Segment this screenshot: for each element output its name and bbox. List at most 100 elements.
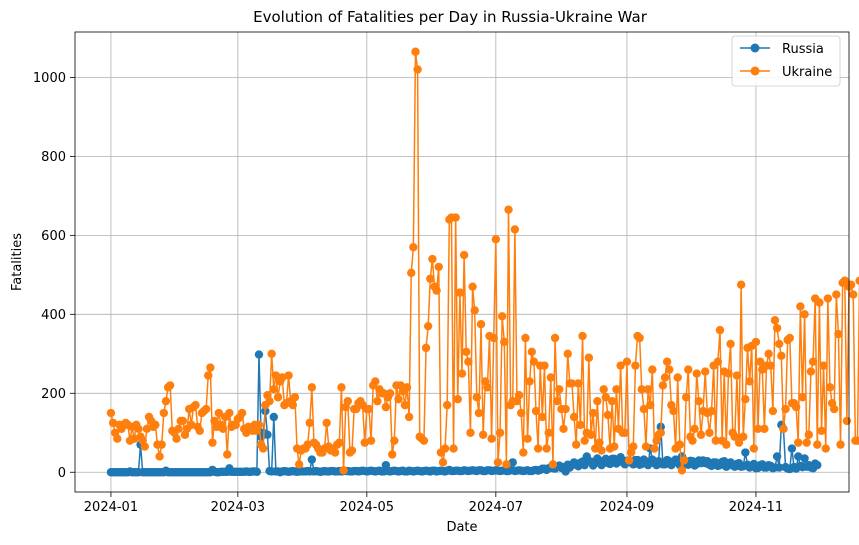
data-point-ukraine: [766, 361, 775, 370]
data-point-ukraine: [796, 302, 805, 311]
data-point-ukraine: [339, 466, 348, 475]
data-point-ukraine: [726, 339, 735, 349]
data-point-ukraine: [669, 406, 678, 416]
x-tick-label: 2024-03: [211, 500, 265, 515]
data-point-ukraine: [817, 426, 826, 435]
data-point-ukraine: [223, 450, 232, 459]
data-point-ukraine: [603, 410, 613, 420]
x-ticks: 2024-01 2024-03 2024-05 2024-07 2024-09 2024-…: [84, 492, 783, 515]
data-point-ukraine: [130, 434, 139, 443]
data-point-ukraine: [533, 444, 543, 453]
data-point-ukraine: [428, 254, 437, 264]
data-point-ukraine: [495, 428, 505, 437]
data-point-ukraine: [404, 412, 414, 422]
data-point-ukraine: [366, 436, 376, 445]
x-tick-label: 2024-01: [84, 500, 138, 515]
data-point-ukraine: [713, 357, 723, 366]
data-point-ukraine: [161, 396, 171, 406]
data-point-ukraine: [840, 276, 849, 285]
data-point-ukraine: [165, 381, 175, 390]
data-point-ukraine: [546, 373, 556, 382]
data-point-ukraine: [521, 333, 530, 343]
data-point-ukraine: [734, 438, 744, 447]
data-point-ukraine: [284, 371, 293, 380]
data-point-ukraine: [390, 436, 399, 445]
data-point-ukraine: [134, 424, 143, 434]
data-point-ukraine: [172, 434, 181, 443]
data-point-ukraine: [791, 402, 801, 412]
data-point-ukraine: [195, 426, 204, 435]
data-point-ukraine: [806, 367, 816, 376]
data-point-ukraine: [730, 432, 739, 441]
data-point-ukraine: [271, 371, 281, 380]
data-point-ukraine: [635, 333, 644, 343]
data-point-ukraine: [798, 393, 807, 402]
data-point-ukraine: [531, 406, 541, 416]
data-point-ukraine: [569, 412, 579, 422]
data-point-ukraine: [466, 428, 475, 437]
data-point-ukraine: [679, 456, 689, 465]
data-point-ukraine: [157, 440, 166, 449]
data-point-ukraine: [347, 446, 357, 455]
data-point-ukraine: [155, 452, 164, 461]
data-point-ukraine: [409, 242, 418, 252]
data-point-ukraine: [434, 262, 443, 272]
data-point-russia: [813, 460, 822, 470]
data-point-ukraine: [832, 290, 841, 299]
data-point-ukraine: [337, 383, 346, 392]
data-point-ukraine: [559, 424, 568, 434]
data-point-ukraine: [373, 396, 382, 406]
data-point-russia: [254, 350, 264, 359]
data-point-ukraine: [381, 402, 391, 412]
data-point-ukraine: [517, 408, 526, 418]
data-point-ukraine: [741, 395, 750, 404]
y-ticks: 0 200 400 600 800 1000: [33, 71, 75, 481]
data-point-ukraine: [770, 316, 780, 325]
series-russia: [106, 350, 822, 477]
data-point-ukraine: [468, 282, 477, 291]
data-point-ukraine: [715, 325, 725, 335]
data-point-ukraine: [588, 408, 598, 418]
data-point-ukraine: [208, 438, 217, 447]
data-point-ukraine: [187, 420, 196, 430]
data-point-ukraine: [459, 250, 469, 260]
data-point-ukraine: [497, 312, 507, 321]
data-point-ukraine: [464, 357, 473, 366]
data-point-ukraine: [457, 369, 467, 378]
data-point-ukraine: [591, 444, 600, 453]
data-point-ukraine: [218, 424, 228, 434]
data-point-ukraine: [675, 440, 685, 449]
data-point-ukraine: [825, 383, 835, 392]
data-point-ukraine: [800, 310, 809, 319]
data-point-ukraine: [265, 396, 274, 406]
data-point-ukraine: [572, 440, 581, 449]
data-point-ukraine: [225, 408, 234, 418]
data-point-ukraine: [237, 408, 247, 418]
data-point-ukraine: [561, 404, 570, 414]
data-point-ukraine: [510, 225, 520, 234]
data-point-ukraine: [643, 385, 653, 394]
data-point-russia: [252, 467, 262, 477]
data-point-ukraine: [622, 357, 632, 366]
data-point-ukraine: [108, 418, 118, 428]
data-point-ukraine: [476, 319, 486, 329]
data-point-ukraine: [364, 404, 374, 414]
data-point-ukraine: [259, 444, 268, 453]
data-point-ukraine: [777, 351, 786, 360]
data-point-ukraine: [688, 436, 697, 445]
data-point-ukraine: [646, 400, 655, 410]
data-point-ukraine: [739, 432, 748, 441]
data-point-ukraine: [760, 424, 769, 434]
data-point-ukraine: [388, 450, 397, 459]
data-point-ukraine: [610, 442, 619, 451]
data-point-russia: [263, 430, 272, 439]
data-point-ukraine: [804, 430, 814, 439]
data-point-ukraine: [305, 418, 314, 428]
data-point-ukraine: [595, 438, 604, 447]
data-point-ukraine: [830, 404, 839, 414]
data-point-ukraine: [426, 274, 435, 283]
chart-title: Evolution of Fatalities per Day in Russi…: [253, 8, 648, 26]
data-point-ukraine: [538, 412, 547, 422]
data-point-ukraine: [631, 361, 640, 370]
data-point-ukraine: [191, 400, 200, 410]
